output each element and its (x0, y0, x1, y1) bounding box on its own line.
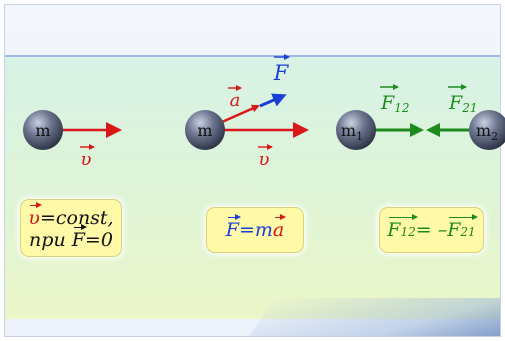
acceleration-symbol: a (272, 214, 287, 241)
mass-ball (185, 110, 225, 150)
content-panel (5, 55, 500, 319)
mass-2-label: m2 (476, 121, 498, 143)
equals-minus: = – (415, 219, 448, 241)
force-12-symbol: F12 (387, 214, 419, 241)
condition-text: при (29, 229, 66, 251)
mass-1-ball (336, 110, 376, 150)
acceleration-label: a (230, 90, 241, 111)
third-law-formula: F12= –F21 (379, 207, 484, 253)
force-12-label: F12 (380, 92, 409, 115)
const-text: =const, (39, 207, 114, 229)
mass-1-label: m1 (341, 121, 363, 143)
scene-third-law: m1 m2 F12 F21 (336, 84, 505, 150)
mass-label: m (197, 121, 212, 140)
force-symbol: F (225, 214, 242, 241)
force-symbol: F (71, 224, 88, 251)
mass-label: m (35, 121, 50, 140)
second-law-formula: F=ma (206, 207, 304, 253)
force-21-label: F21 (448, 92, 477, 115)
force-label: F (273, 61, 290, 85)
scene-first-law: m υ (23, 110, 122, 170)
slide-frame (4, 4, 501, 337)
mass-2-ball (469, 110, 505, 150)
equals-sign: = (238, 219, 255, 241)
force-arrow (259, 93, 287, 108)
velocity-label: υ (81, 149, 92, 170)
mass-symbol: m (254, 219, 273, 241)
velocity-symbol: υ (28, 202, 42, 229)
mass-ball (23, 110, 63, 150)
force-21-symbol: F21 (447, 214, 479, 241)
velocity-label: υ (259, 149, 270, 170)
acceleration-arrow (221, 104, 260, 124)
zero-text: =0 (84, 229, 113, 251)
scene-second-law: m a F υ (185, 54, 309, 170)
first-law-formula: υ=const, при F=0 (20, 199, 122, 257)
